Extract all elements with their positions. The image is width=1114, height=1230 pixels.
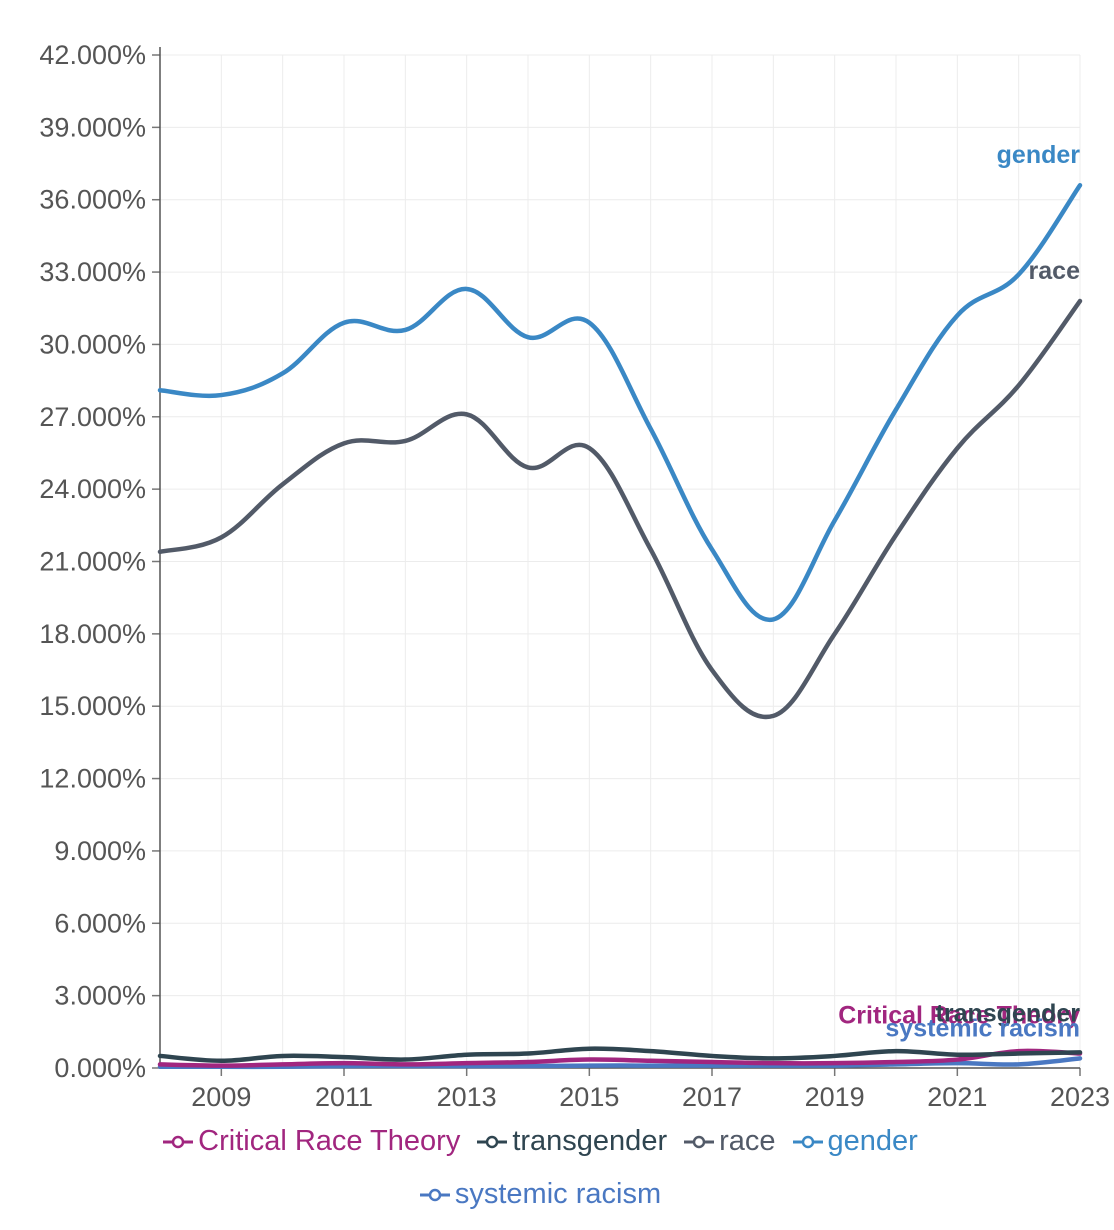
legend-label: systemic racism <box>454 1178 662 1210</box>
x-tick-label: 2023 <box>1050 1082 1110 1112</box>
legend: Critical Race Theory transgender race gende… <box>0 1125 1080 1211</box>
y-tick-label: 15.000% <box>39 691 146 721</box>
x-tick-label: 2021 <box>927 1082 987 1112</box>
legend-item-transgender[interactable]: transgender <box>476 1125 667 1158</box>
axes: 42.000% 39.000% 36.000% 33.000% 30.000% 27.00… <box>39 40 1110 1112</box>
legend-item-gender[interactable]: gender <box>792 1125 918 1158</box>
y-tick-label: 0.000% <box>54 1053 146 1083</box>
legend-item-critical-race-theory[interactable]: Critical Race Theory <box>162 1125 460 1158</box>
legend-item-systemic-racism[interactable]: systemic racism <box>419 1178 661 1211</box>
legend-marker-icon <box>684 1135 715 1148</box>
legend-item-race[interactable]: race <box>683 1125 776 1158</box>
end-label-gender: gender <box>997 141 1081 169</box>
x-tick-label: 2015 <box>559 1082 619 1112</box>
y-tick-label: 9.000% <box>54 836 146 866</box>
series-lines <box>157 182 1083 1070</box>
y-tick-label: 18.000% <box>39 619 146 649</box>
series-line-transgender <box>157 1046 1083 1064</box>
series-line-gender <box>157 182 1083 622</box>
legend-label: Critical Race Theory <box>198 1125 461 1157</box>
legend-label: race <box>719 1125 776 1157</box>
y-tick-label: 39.000% <box>39 112 146 142</box>
series-line-critical-race-theory <box>157 1048 1083 1068</box>
series-line-systemic-racism <box>157 1056 1083 1070</box>
y-tick-label: 12.000% <box>39 764 146 794</box>
legend-label: gender <box>827 1125 918 1157</box>
legend-marker-icon <box>792 1135 823 1148</box>
y-tick-label: 21.000% <box>39 547 146 577</box>
legend-marker-icon <box>419 1188 450 1201</box>
line-chart: 42.000% 39.000% 36.000% 33.000% 30.000% 27.00… <box>39 40 1110 1112</box>
y-tick-label: 24.000% <box>39 474 146 504</box>
legend-marker-icon <box>163 1135 194 1148</box>
x-tick-label: 2009 <box>191 1082 251 1112</box>
end-label-systemic-racism: systemic racism <box>885 1014 1080 1042</box>
grid <box>159 54 1081 1069</box>
end-labels: gender race Critical Race Theorytransgende… <box>838 141 1080 1042</box>
legend-marker-icon <box>477 1135 508 1148</box>
end-label-critical-race-theory: Critical Race Theory <box>838 1002 1080 1030</box>
x-tick-label: 2019 <box>805 1082 865 1112</box>
y-tick-label: 30.000% <box>39 329 146 359</box>
y-tick-label: 6.000% <box>54 908 146 938</box>
y-tick-label: 33.000% <box>39 257 146 287</box>
y-tick-label: 3.000% <box>54 981 146 1011</box>
y-tick-label: 36.000% <box>39 185 146 215</box>
legend-label: transgender <box>512 1125 668 1157</box>
y-tick-label: 42.000% <box>39 40 146 70</box>
end-label-race: race <box>1029 257 1081 285</box>
x-tick-label: 2013 <box>437 1082 497 1112</box>
end-label-transgender: transgender <box>936 999 1081 1027</box>
y-tick-label: 27.000% <box>39 402 146 432</box>
x-tick-label: 2017 <box>682 1082 742 1112</box>
x-tick-label: 2011 <box>315 1082 373 1112</box>
series-line-race <box>157 298 1083 720</box>
